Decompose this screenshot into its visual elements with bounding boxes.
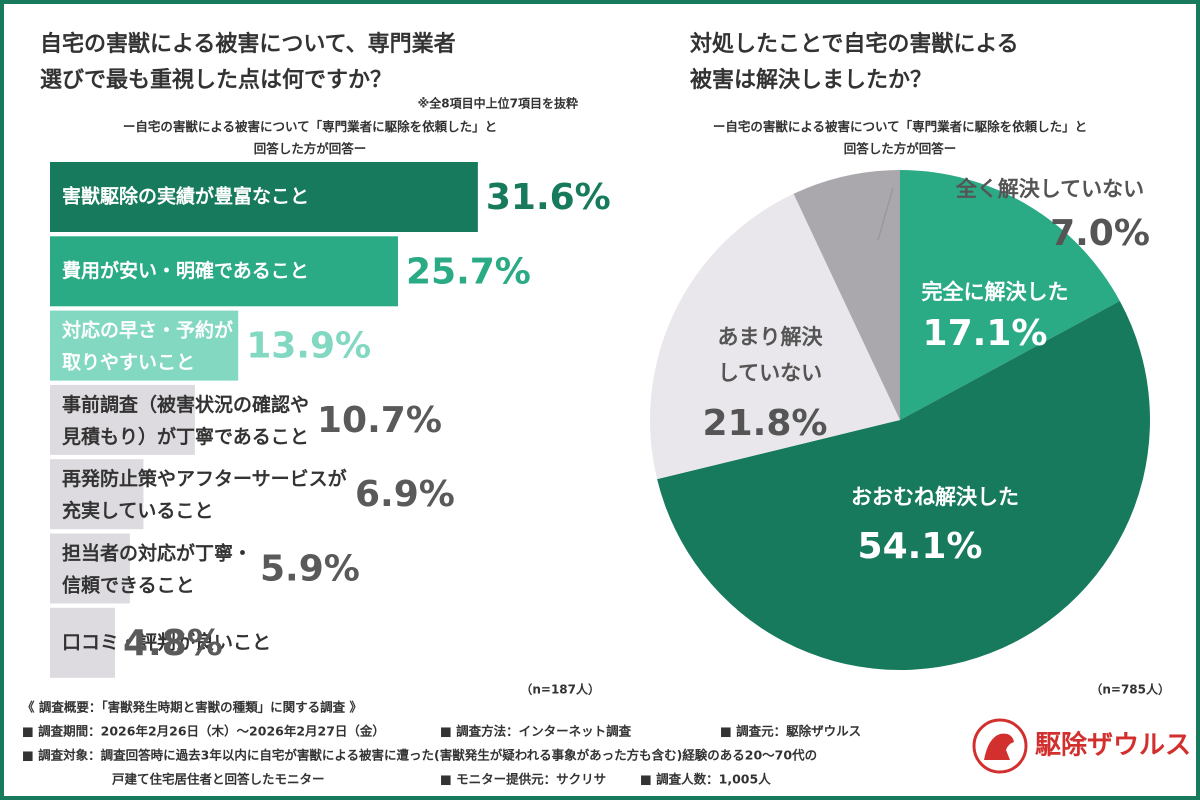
bar — [50, 310, 239, 381]
value-label: 10.7% — [317, 400, 442, 441]
value-label: 21.8% — [703, 403, 828, 444]
category-label: 担当者の対応が丁寧・信頼できること — [62, 541, 252, 596]
bar — [50, 607, 115, 678]
value-label: 6.9% — [355, 474, 455, 515]
footer: 《 調査概要：「害獣発生時期と害獣の種類」に関する調査 》 ■ 調査期間：202… — [22, 700, 861, 787]
n-label: （n=187人） — [520, 682, 600, 697]
category-label: 口コミ・評判が良いこと — [62, 630, 271, 653]
slice-label: 完全に解決した — [922, 280, 1069, 304]
value-label: 31.6% — [486, 177, 611, 218]
pie-slice — [657, 300, 1150, 670]
pie-slice — [650, 193, 900, 480]
footer-text: 《 調査概要：「害獣発生時期と害獣の種類」に関する調査 》 — [22, 700, 362, 715]
slice-label: 全く解決していない — [955, 177, 1144, 201]
category-label: 事前調査（被害状況の確認や見積もり）が丁寧であること — [62, 392, 309, 447]
value-label: 7.0% — [1050, 213, 1150, 254]
footer-text: ■ モニター提供元：サクリサ — [440, 772, 606, 787]
footer-text: 戸建て住宅居住者と回答したモニター — [112, 772, 325, 787]
footer-text: ■ 調査人数：1,005人 — [640, 772, 771, 787]
category-label: 費用が安い・明確であること — [62, 259, 309, 282]
subtitle: ー自宅の害獣による被害について「専門業者に駆除を依頼した」と回答した方が回答ー — [123, 119, 497, 156]
pie-slice — [900, 170, 1120, 420]
category-label: 再発防止策やアフターサービスが充実していること — [62, 467, 347, 522]
category-label: 害獣駆除の実績が豊富なこと — [62, 185, 309, 208]
footer-text: ■ 調査元：駆除ザウルス — [720, 724, 861, 739]
slice-label: おおむね解決した — [851, 485, 1019, 509]
subtitle: ー自宅の害獣による被害について「専門業者に駆除を依頼した」と回答した方が回答ー — [713, 119, 1087, 156]
n-label: （n=785人） — [1090, 682, 1170, 697]
logo: 駆除ザウルス — [972, 718, 1191, 774]
bar — [50, 384, 195, 455]
bar — [50, 236, 398, 307]
value-label: 17.1% — [923, 313, 1048, 354]
bar — [50, 162, 478, 232]
pie-slice — [793, 170, 900, 420]
logo-text: 駆除ザウルス — [1035, 730, 1191, 761]
chart-title: 対処したことで自宅の害獣による被害は解決しましたか？ — [690, 31, 1019, 93]
annotation: ※全8項目中上位7項目を抜粋 — [418, 96, 578, 111]
footer-text: ■ 調査対象：調査回答時に過去3年以内に自宅が害獣による被害に遭った(害獣発生が… — [22, 748, 817, 763]
value-label: 25.7% — [406, 251, 531, 292]
value-label: 5.9% — [260, 549, 360, 590]
leader-line — [877, 187, 894, 241]
bar — [50, 533, 130, 604]
value-label: 4.8% — [123, 623, 223, 664]
logo-icon — [984, 733, 1014, 760]
value-label: 13.9% — [246, 326, 371, 367]
footer-text: ■ 調査期間：2026年2月26日（木）～2026年2月27日（金） — [22, 724, 385, 739]
chart-title: 自宅の害獣による被害について、専門業者選びで最も重視した点は何ですか？ — [40, 31, 456, 93]
value-label: 54.1% — [858, 526, 983, 567]
bar — [50, 459, 144, 530]
slice-label: あまり解決していない — [718, 325, 824, 385]
category-label: 対応の早さ・予約が取りやすいこと — [61, 318, 233, 373]
footer-text: ■ 調査方法：インターネット調査 — [440, 724, 632, 739]
